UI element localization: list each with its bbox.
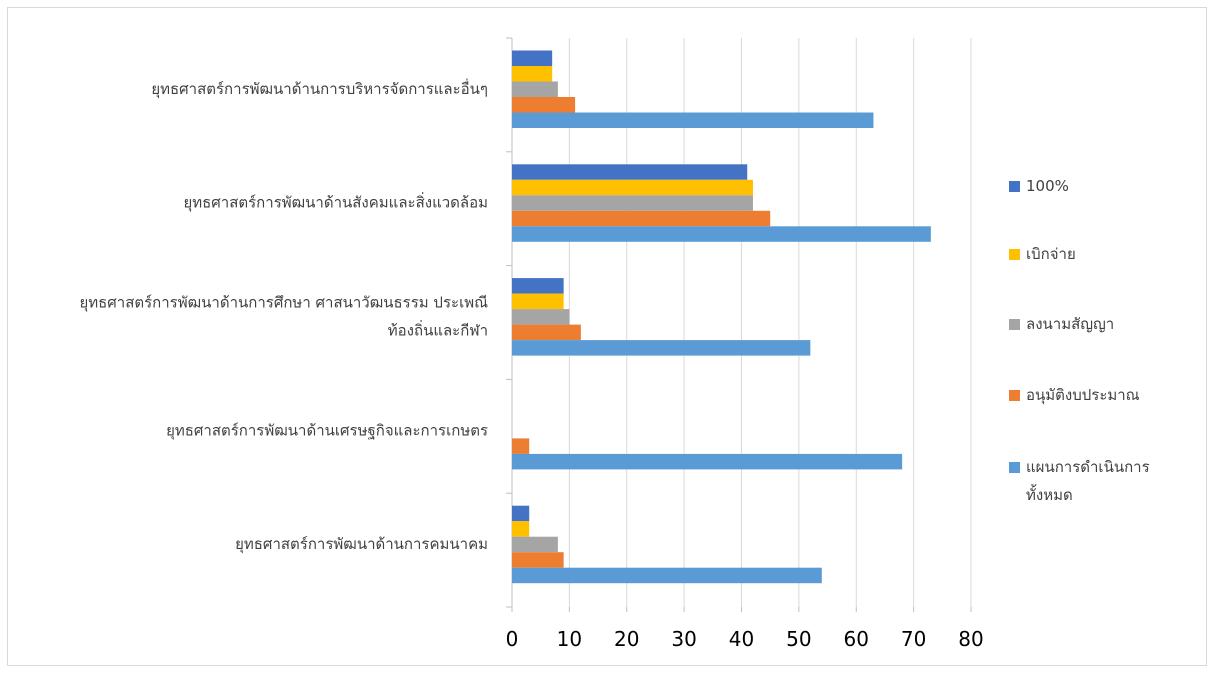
x-tick-label: 10 — [557, 627, 582, 651]
bar-3-4 — [512, 552, 564, 568]
x-tick-label: 30 — [671, 627, 696, 651]
bar-1-0 — [512, 66, 553, 82]
bar-4-1 — [512, 226, 931, 242]
category-label: ยุทธศาสตร์การพัฒนาด้านการศึกษา ศาสนาวัฒน… — [79, 294, 488, 313]
category-label: ยุทธศาสตร์การพัฒนาด้านการบริหารจัดการและ… — [151, 78, 488, 99]
x-tick-label: 60 — [844, 627, 869, 651]
legend-swatch — [1009, 462, 1020, 473]
bar-4-3 — [512, 453, 903, 470]
bar-2-2 — [512, 309, 570, 325]
bar-0-0 — [512, 50, 553, 66]
bar-2-4 — [512, 536, 558, 553]
category-label: ยุทธศาสตร์การพัฒนาด้านสังคมและสิ่งแวดล้อ… — [183, 192, 488, 213]
legend-swatch — [1009, 319, 1020, 330]
bar-0-2 — [512, 278, 564, 294]
bar-1-1 — [512, 179, 753, 196]
legend-label: เบิกจ่าย — [1026, 245, 1076, 263]
legend-label: แผนการดำเนินการ — [1026, 458, 1150, 476]
bar-3-3 — [512, 438, 530, 454]
bar-1-2 — [512, 293, 564, 310]
legend-swatch — [1009, 249, 1020, 260]
bar-2-0 — [512, 81, 558, 97]
category-label: ยุทธศาสตร์การพัฒนาด้านเศรษฐกิจและการเกษต… — [166, 421, 488, 440]
legend-label: ทั้งหมด — [1026, 484, 1073, 504]
legend-label: ลงนามสัญญา — [1026, 315, 1114, 333]
bar-3-2 — [512, 324, 581, 341]
bar-4-2 — [512, 340, 811, 356]
bar-chart: ยุทธศาสตร์การพัฒนาด้านการบริหารจัดการและ… — [79, 37, 1150, 651]
category-label: ท้องถิ่นและกีฬา — [388, 320, 488, 340]
x-tick-label: 40 — [729, 627, 754, 651]
bar-0-4 — [512, 505, 530, 522]
bar-1-4 — [512, 521, 530, 537]
legend-swatch — [1009, 390, 1020, 401]
x-tick-label: 70 — [901, 627, 926, 651]
bar-4-0 — [512, 112, 874, 128]
legend-swatch — [1009, 181, 1020, 192]
bar-4-4 — [512, 567, 822, 584]
x-tick-label: 50 — [786, 627, 811, 651]
bar-0-1 — [512, 164, 748, 180]
legend-label: อนุมัติงบประมาณ — [1026, 386, 1140, 405]
x-tick-label: 80 — [958, 627, 983, 651]
legend-label: 100% — [1026, 177, 1069, 195]
bar-3-1 — [512, 210, 771, 227]
chart-container: ยุทธศาสตร์การพัฒนาด้านการบริหารจัดการและ… — [7, 7, 1207, 666]
x-tick-label: 0 — [506, 627, 519, 651]
bar-3-0 — [512, 97, 576, 113]
x-tick-label: 20 — [614, 627, 639, 651]
bar-2-1 — [512, 195, 753, 211]
category-label: ยุทธศาสตร์การพัฒนาด้านการคมนาคม — [235, 535, 488, 554]
